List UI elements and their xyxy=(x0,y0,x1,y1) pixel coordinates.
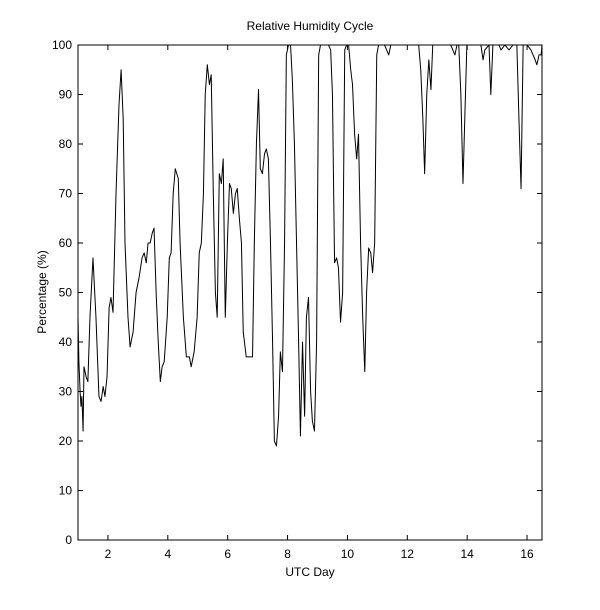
chart-title: Relative Humidity Cycle xyxy=(247,19,374,33)
x-axis-label: UTC Day xyxy=(285,565,334,579)
y-tick-label: 0 xyxy=(65,533,72,547)
y-tick-label: 80 xyxy=(59,137,73,151)
x-tick-label: 10 xyxy=(341,547,355,561)
x-tick-label: 4 xyxy=(164,547,171,561)
x-tick-label: 8 xyxy=(284,547,291,561)
y-tick-label: 60 xyxy=(59,236,73,250)
x-tick-label: 12 xyxy=(401,547,415,561)
y-tick-label: 10 xyxy=(59,484,73,498)
x-tick-label: 6 xyxy=(224,547,231,561)
y-tick-label: 20 xyxy=(59,434,73,448)
y-axis-label: Percentage (%) xyxy=(35,250,49,333)
data-line xyxy=(77,44,543,447)
y-tick-label: 100 xyxy=(52,38,72,52)
x-tick-label: 2 xyxy=(105,547,112,561)
y-tick-label: 70 xyxy=(59,187,73,201)
y-tick-label: 90 xyxy=(59,88,73,102)
x-tick-label: 14 xyxy=(460,547,474,561)
y-tick-label: 30 xyxy=(59,385,73,399)
y-tick-label: 50 xyxy=(59,286,73,300)
y-tick-label: 40 xyxy=(59,335,73,349)
x-tick-label: 16 xyxy=(520,547,534,561)
